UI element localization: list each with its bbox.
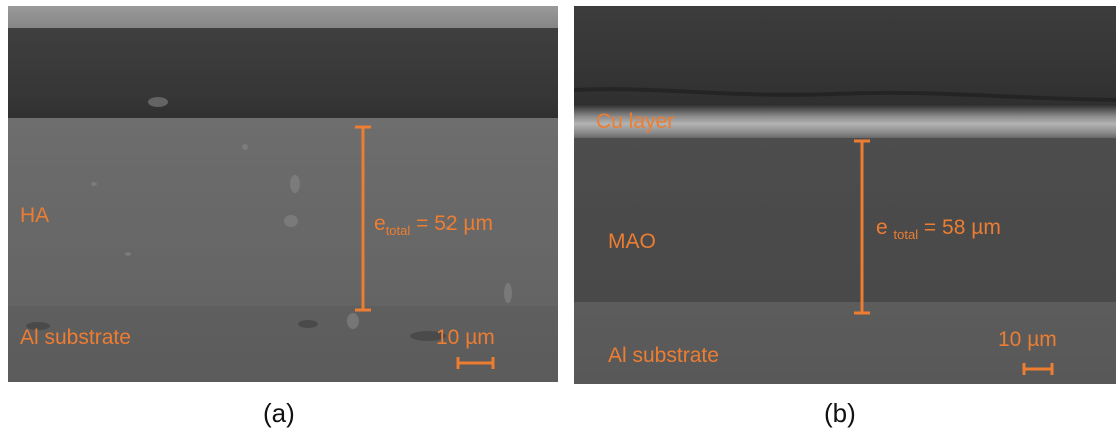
scale-bar: [456, 357, 495, 369]
thickness-label: e total = 58 µm: [876, 216, 1001, 243]
sem-image-panel-a: HA etotal = 52 µm Al substrate 10 µm: [8, 6, 558, 382]
scale-label: 10 µm: [998, 328, 1057, 351]
substrate-label: Al substrate: [20, 326, 131, 349]
thickness-bar: [355, 125, 371, 312]
sem-image-panel-b: Cu layer MAO e total = 58 µm Al substrat…: [574, 6, 1116, 384]
scale-label: 10 µm: [436, 326, 495, 349]
mao-label: MAO: [608, 230, 656, 253]
ha-coating-layer: [8, 118, 558, 306]
caption-a: (a): [263, 398, 295, 428]
mounting-resin: [8, 28, 558, 120]
panel-b-overlay: [574, 87, 1116, 375]
cu-layer-label: Cu layer: [596, 110, 675, 133]
thickness-label: etotal = 52 µm: [374, 212, 493, 239]
mao-coating-layer: [574, 138, 1116, 306]
scale-bar: [1022, 363, 1054, 375]
al-substrate-region: [8, 306, 558, 382]
thickness-bar: [854, 139, 870, 315]
surface-particles: [91, 97, 512, 329]
substrate-label: Al substrate: [608, 344, 719, 367]
panel-a-overlay: [26, 97, 512, 369]
cu-layer-region: [574, 104, 1116, 140]
ha-label: HA: [20, 204, 50, 227]
caption-b: (b): [824, 398, 856, 428]
